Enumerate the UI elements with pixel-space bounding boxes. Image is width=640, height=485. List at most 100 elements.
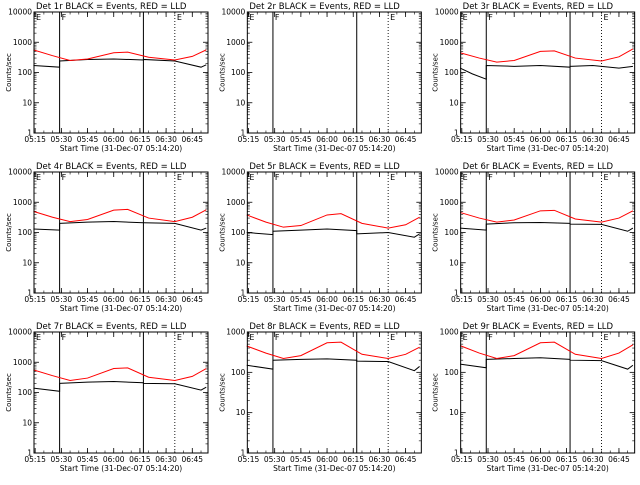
x-tick-label: 06:00 bbox=[530, 135, 552, 144]
y-tick-label: 1000 bbox=[440, 328, 459, 337]
x-tick-label: 06:30 bbox=[582, 455, 604, 464]
x-tick-label: 05:15 bbox=[238, 295, 260, 304]
y-tick-label: 1 bbox=[241, 449, 246, 458]
y-tick-label: 10000 bbox=[221, 168, 245, 177]
y-tick-label: 100 bbox=[18, 388, 33, 397]
flag-label: E bbox=[603, 333, 608, 342]
plot-frame bbox=[460, 331, 636, 454]
y-tick-label: 1 bbox=[454, 289, 459, 298]
x-tick-label: 06:30 bbox=[582, 135, 604, 144]
y-tick-label: 100 bbox=[444, 68, 459, 77]
x-axis-label: Start Time (31-Dec-07 05:14:20) bbox=[486, 464, 608, 473]
x-tick-label: 06:00 bbox=[103, 135, 125, 144]
flag-label: E bbox=[249, 13, 254, 22]
flag-label: E bbox=[177, 13, 182, 22]
x-tick-label: 05:30 bbox=[477, 455, 499, 464]
series-line-lld bbox=[459, 341, 634, 360]
flag-label: E bbox=[463, 13, 468, 22]
x-axis-label: Start Time (31-Dec-07 05:14:20) bbox=[273, 464, 395, 473]
y-tick-label: 1 bbox=[27, 289, 32, 298]
panel-title: Det 5r BLACK = Events, RED = LLD bbox=[249, 162, 400, 172]
y-tick-label: 1 bbox=[454, 449, 459, 458]
flag-label: F bbox=[275, 173, 280, 182]
x-tick-label: 05:30 bbox=[51, 455, 73, 464]
flag-label: F bbox=[488, 333, 493, 342]
x-tick-label: 06:30 bbox=[155, 455, 177, 464]
y-tick-label: 100 bbox=[231, 368, 246, 377]
flag-label: E bbox=[177, 173, 182, 182]
x-tick-label: 06:00 bbox=[103, 295, 125, 304]
panel-7: Det 7r BLACK = Events, RED = LLD 1 10 100 10… bbox=[5, 322, 209, 473]
x-tick-label: 05:45 bbox=[503, 295, 525, 304]
flag-label: F bbox=[275, 333, 280, 342]
x-tick-label: 05:30 bbox=[51, 295, 73, 304]
y-tick-label: 10000 bbox=[221, 8, 245, 17]
x-tick-label: 06:30 bbox=[582, 295, 604, 304]
y-tick-label: 10 bbox=[449, 98, 459, 107]
x-tick-label: 05:45 bbox=[77, 455, 99, 464]
series-line-lld bbox=[33, 49, 207, 61]
plot-frame bbox=[460, 171, 636, 294]
series-line-lld bbox=[33, 367, 207, 381]
x-tick-label: 05:45 bbox=[290, 135, 312, 144]
x-axis-label: Start Time (31-Dec-07 05:14:20) bbox=[273, 304, 395, 313]
x-tick-label: 05:15 bbox=[24, 135, 46, 144]
x-tick-label: 06:45 bbox=[608, 455, 630, 464]
y-axis-label: Counts/sec bbox=[5, 213, 13, 252]
y-tick-label: 1 bbox=[27, 129, 32, 138]
x-tick-label: 05:15 bbox=[451, 135, 473, 144]
x-tick-label: 05:30 bbox=[477, 135, 499, 144]
flag-label: F bbox=[62, 333, 67, 342]
series-line-events bbox=[459, 65, 633, 80]
y-tick-label: 1 bbox=[241, 129, 246, 138]
flag-label: E bbox=[36, 173, 41, 182]
flag-label: E bbox=[603, 13, 608, 22]
y-tick-label: 1000 bbox=[13, 358, 32, 367]
y-tick-label: 10 bbox=[236, 408, 246, 417]
panel-title: Det 9r BLACK = Events, RED = LLD bbox=[463, 322, 614, 332]
series-line-events bbox=[33, 381, 207, 392]
y-tick-label: 10 bbox=[22, 418, 32, 427]
y-axis-label: Counts/sec bbox=[432, 373, 440, 412]
x-tick-label: 05:15 bbox=[451, 295, 473, 304]
flag-label: E bbox=[36, 333, 41, 342]
x-tick-label: 05:45 bbox=[503, 135, 525, 144]
y-tick-label: 10 bbox=[22, 98, 32, 107]
x-tick-label: 05:45 bbox=[290, 455, 312, 464]
x-tick-label: 05:45 bbox=[290, 295, 312, 304]
panel-2: Det 2r BLACK = Events, RED = LLD 1 10 100 10… bbox=[218, 2, 422, 153]
x-tick-label: 06:45 bbox=[181, 455, 203, 464]
x-tick-label: 06:15 bbox=[556, 295, 578, 304]
plot-frame bbox=[246, 171, 422, 294]
plot-frame bbox=[246, 11, 422, 134]
y-tick-label: 100 bbox=[18, 68, 33, 77]
x-axis-label: Start Time (31-Dec-07 05:14:20) bbox=[273, 144, 395, 153]
x-tick-label: 06:45 bbox=[395, 135, 417, 144]
series-line-lld bbox=[246, 341, 420, 360]
y-tick-label: 100 bbox=[18, 228, 33, 237]
plot-frame bbox=[33, 11, 209, 134]
y-tick-label: 1 bbox=[241, 289, 246, 298]
x-axis-label: Start Time (31-Dec-07 05:14:20) bbox=[60, 144, 182, 153]
plot-frame bbox=[246, 331, 422, 454]
y-axis-label: Counts/sec bbox=[218, 373, 226, 412]
series-line-lld bbox=[459, 48, 634, 63]
flag-label: F bbox=[62, 173, 67, 182]
x-tick-label: 06:00 bbox=[316, 295, 338, 304]
series-line-events bbox=[460, 221, 634, 232]
series-line-events bbox=[246, 228, 420, 238]
x-tick-label: 05:45 bbox=[77, 135, 99, 144]
x-tick-label: 05:15 bbox=[24, 455, 46, 464]
y-tick-label: 10000 bbox=[435, 168, 459, 177]
flag-label: E bbox=[603, 173, 608, 182]
x-tick-label: 06:15 bbox=[342, 455, 364, 464]
x-tick-label: 05:30 bbox=[264, 295, 286, 304]
flag-label: E bbox=[249, 173, 254, 182]
panel-6: Det 6r BLACK = Events, RED = LLD 1 10 100 10… bbox=[432, 162, 636, 313]
panel-title: Det 8r BLACK = Events, RED = LLD bbox=[249, 322, 400, 332]
panel-title: Det 7r BLACK = Events, RED = LLD bbox=[36, 322, 187, 332]
x-axis-label: Start Time (31-Dec-07 05:14:20) bbox=[60, 304, 182, 313]
y-tick-label: 1000 bbox=[440, 198, 459, 207]
x-tick-label: 06:45 bbox=[608, 135, 630, 144]
